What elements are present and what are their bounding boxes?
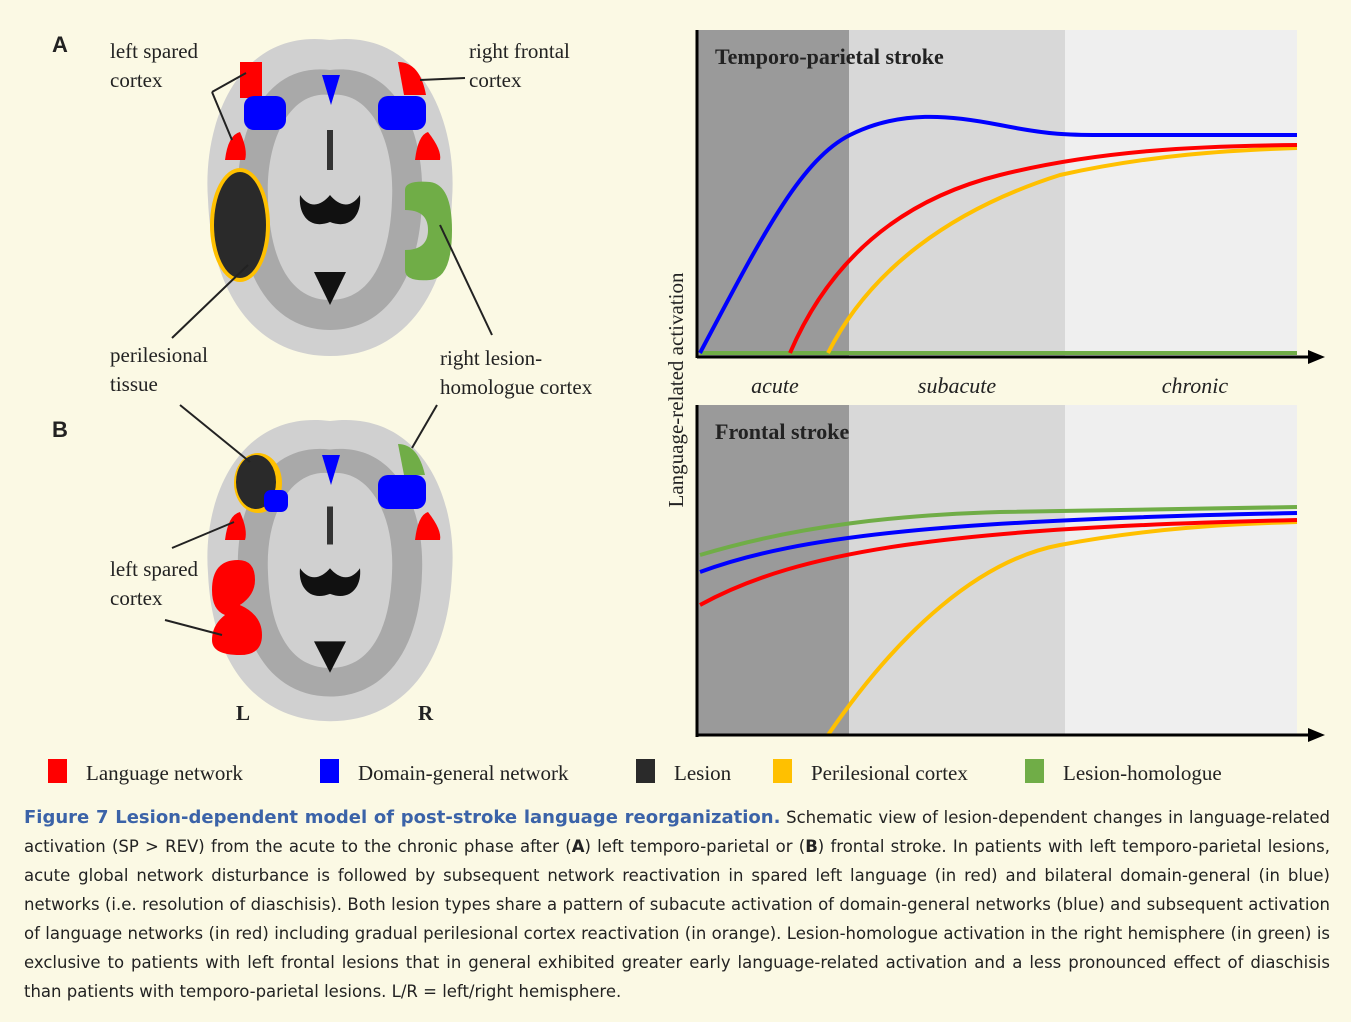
annotation: homologue cortex: [440, 375, 593, 399]
phase-label: chronic: [1162, 373, 1229, 398]
caption-body: Schematic view of lesion-dependent chang…: [24, 808, 1330, 1001]
plot-title: Temporo-parietal stroke: [715, 44, 944, 69]
legend-swatch: [48, 759, 67, 783]
legend-swatch: [773, 759, 792, 783]
y-axis-label: Language-related activation: [664, 272, 688, 507]
annotation: perilesional: [110, 343, 208, 367]
annotation: cortex: [469, 68, 522, 92]
annotation: tissue: [110, 372, 158, 396]
caption-text: ) frontal stroke. In patients with left …: [24, 837, 1330, 1001]
legend-swatch: [1025, 759, 1044, 783]
legend-swatch: [320, 759, 339, 783]
hemisphere-label: L: [236, 701, 250, 725]
legend-label: Perilesional cortex: [811, 761, 968, 785]
annotation: right frontal: [469, 39, 570, 63]
annotation: left spared: [110, 39, 199, 63]
page: A left spared cortex right frontal corte…: [0, 0, 1351, 1022]
phase-label: subacute: [918, 373, 996, 398]
caption-text: ) left temporo-parietal or (: [584, 837, 805, 856]
phase-label: acute: [751, 373, 799, 398]
legend-swatch: [636, 759, 655, 783]
figure: A left spared cortex right frontal corte…: [0, 0, 1351, 795]
annotation: right lesion-: [440, 346, 542, 370]
panel-label: A: [52, 32, 68, 57]
annotation: cortex: [110, 68, 163, 92]
legend: Language network Domain-general network Le…: [48, 759, 1222, 785]
caption-text: A: [572, 837, 585, 856]
legend-label: Lesion-homologue: [1063, 761, 1222, 785]
legend-label: Language network: [86, 761, 243, 785]
panel-label: B: [52, 417, 68, 442]
legend-label: Domain-general network: [358, 761, 569, 785]
plot-title: Frontal stroke: [715, 419, 849, 444]
hemisphere-label: R: [418, 701, 434, 725]
caption-title: Figure 7 Lesion-dependent model of post-…: [24, 807, 780, 828]
annotation: cortex: [110, 586, 163, 610]
caption: Figure 7 Lesion-dependent model of post-…: [24, 803, 1330, 1006]
caption-text: B: [805, 837, 818, 856]
annotation: left spared: [110, 557, 199, 581]
legend-label: Lesion: [674, 761, 732, 785]
